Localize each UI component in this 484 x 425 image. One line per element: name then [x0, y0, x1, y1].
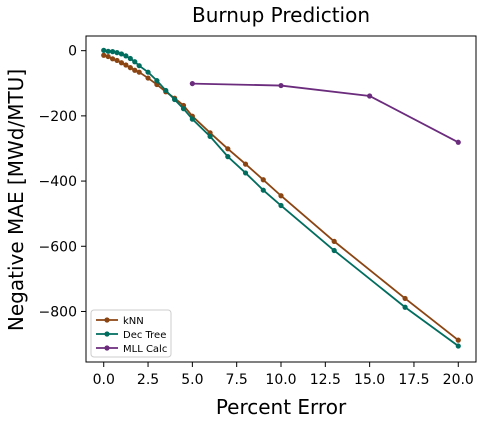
data-point: [455, 337, 461, 343]
legend-item: kNN: [96, 316, 144, 327]
legend-label: kNN: [123, 316, 144, 327]
data-point: [145, 75, 151, 81]
data-point: [455, 139, 461, 145]
legend: kNN Dec Tree MLL Calc: [90, 309, 172, 358]
data-point: [225, 154, 231, 160]
data-point: [101, 52, 107, 58]
y-tick-label: −600: [39, 239, 77, 255]
data-point: [109, 56, 116, 62]
data-point: [402, 295, 408, 302]
x-axis-label: Percent Error: [216, 395, 347, 419]
legend-marker: [104, 317, 110, 323]
x-tick-label: 10.0: [265, 372, 296, 388]
legend-item: Dec Tree: [96, 330, 166, 341]
series-layer: [101, 47, 461, 349]
data-point: [132, 67, 138, 73]
data-point: [118, 51, 125, 57]
y-tick-label: −800: [39, 304, 77, 320]
x-tick-label: 17.5: [398, 372, 429, 388]
data-point: [109, 49, 116, 55]
data-point: [123, 62, 129, 68]
data-point: [207, 133, 213, 140]
y-ticks: 0 −200 −400 −600 −800: [39, 44, 86, 320]
data-point: [180, 106, 187, 112]
legend-marker: [104, 345, 110, 351]
x-tick-label: 0.0: [93, 372, 115, 388]
data-point: [132, 59, 138, 65]
data-point: [127, 65, 133, 71]
series-knn: [101, 52, 461, 343]
y-tick-label: −400: [39, 174, 77, 190]
plot-area: 0.0 2.5 5.0 7.5 10.0 12.5 15.0 17.5 20.0 0 −200 −4…: [39, 35, 477, 388]
data-point: [260, 177, 266, 183]
data-point: [402, 304, 408, 310]
data-point: [136, 69, 142, 75]
data-point: [136, 63, 142, 69]
data-point: [367, 93, 373, 99]
data-point: [278, 202, 284, 209]
series-mll-calc: [189, 80, 461, 145]
x-tick-label: 7.5: [226, 372, 248, 388]
x-tick-label: 15.0: [354, 372, 385, 388]
data-point: [118, 60, 125, 66]
data-point: [114, 50, 120, 56]
legend-marker: [104, 331, 110, 337]
legend-label: Dec Tree: [123, 330, 166, 341]
data-point: [331, 238, 337, 244]
data-point: [331, 247, 337, 254]
data-point: [278, 193, 284, 199]
data-point: [260, 187, 266, 193]
data-point: [105, 48, 111, 54]
legend-item: MLL Calc: [96, 344, 167, 355]
x-tick-label: 5.0: [181, 372, 203, 388]
data-point: [101, 47, 107, 53]
y-tick-label: 0: [68, 44, 77, 60]
data-point: [172, 96, 178, 103]
x-tick-label: 2.5: [137, 372, 159, 388]
series-dec-tree: [101, 47, 461, 349]
x-tick-label: 20.0: [443, 372, 474, 388]
chart-title: Burnup Prediction: [192, 3, 370, 27]
data-point: [225, 146, 231, 152]
data-point: [189, 116, 195, 122]
data-point: [123, 53, 129, 59]
series-line: [192, 82, 459, 144]
data-point: [127, 55, 133, 62]
data-point: [189, 80, 195, 87]
data-point: [455, 343, 461, 349]
x-ticks: 0.0 2.5 5.0 7.5 10.0 12.5 15.0 17.5 20.0: [93, 362, 474, 388]
data-point: [278, 82, 284, 89]
legend-box: [90, 309, 172, 358]
legend-label: MLL Calc: [123, 344, 167, 355]
data-point: [154, 78, 160, 84]
y-axis-label: Negative MAE [MWd/MTU]: [4, 69, 28, 331]
data-point: [242, 161, 249, 167]
data-point: [114, 57, 120, 64]
data-point: [242, 170, 249, 176]
x-tick-label: 12.5: [310, 372, 341, 388]
y-tick-label: −200: [39, 109, 77, 125]
data-point: [163, 87, 169, 94]
data-point: [145, 69, 151, 75]
data-point: [105, 53, 111, 60]
